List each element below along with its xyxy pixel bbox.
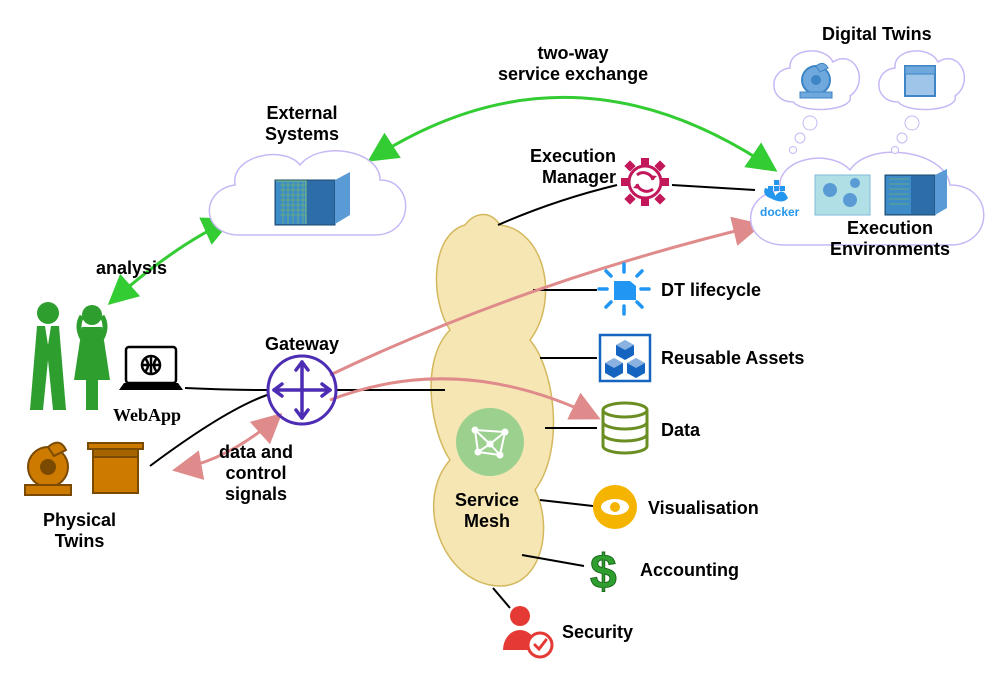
execution-env-label: Execution Environments <box>830 218 950 260</box>
execution-manager-label: Execution Manager <box>530 146 616 188</box>
diagram-svg: $ <box>0 0 1003 679</box>
visualisation-icon <box>593 485 637 529</box>
physical-twins-label: Physical Twins <box>43 510 116 552</box>
execution-manager-icon <box>621 158 669 206</box>
dt-lifecycle-icon <box>599 264 649 314</box>
external-systems-cloud <box>209 151 405 235</box>
data-icon <box>603 403 647 453</box>
dt-lifecycle-label: DT lifecycle <box>661 280 761 301</box>
data-control-label: data and control signals <box>219 442 293 505</box>
gateway-label: Gateway <box>265 334 339 355</box>
webapp-label: WebApp <box>113 405 181 426</box>
security-icon <box>503 606 552 657</box>
accounting-icon: $ <box>590 546 617 599</box>
external-systems-label: External Systems <box>265 103 339 145</box>
svg-text:$: $ <box>590 546 617 599</box>
accounting-label: Accounting <box>640 560 739 581</box>
visualisation-label: Visualisation <box>648 498 759 519</box>
docker-icon <box>764 180 788 202</box>
docker-label: docker <box>760 205 799 219</box>
service-mesh-label: Service Mesh <box>455 490 519 532</box>
reusable-assets-label: Reusable Assets <box>661 348 804 369</box>
data-label: Data <box>661 420 700 441</box>
physical-twins-icons <box>25 443 143 495</box>
laptop-icon <box>119 347 183 390</box>
digital-twins-clouds <box>774 51 965 154</box>
reusable-assets-icon <box>600 335 650 381</box>
people-icon <box>30 302 110 410</box>
gateway-icon <box>268 356 336 424</box>
edges-green <box>110 97 775 303</box>
edges-black <box>150 185 755 608</box>
analysis-label: analysis <box>96 258 167 279</box>
security-label: Security <box>562 622 633 643</box>
digital-twins-label: Digital Twins <box>822 24 932 45</box>
two-way-label: two-way service exchange <box>498 43 648 85</box>
